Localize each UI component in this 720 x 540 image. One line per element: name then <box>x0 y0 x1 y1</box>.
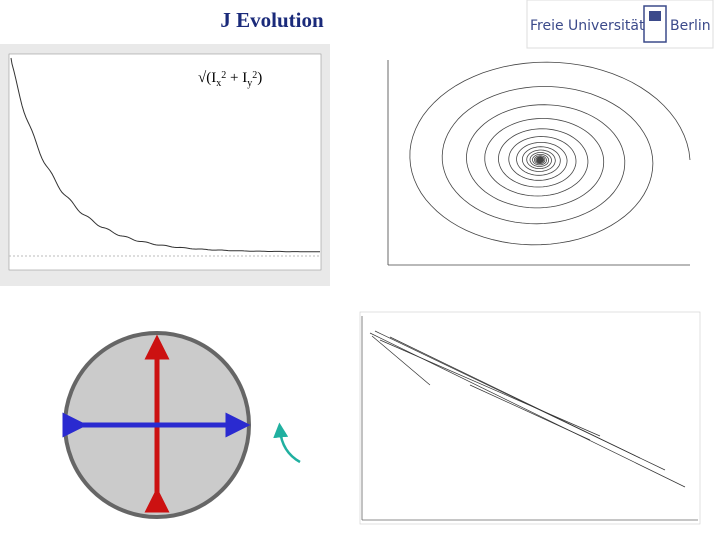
rotation-arrow <box>273 422 301 464</box>
label-part: 2 <box>252 70 257 81</box>
logo-box <box>526 0 714 49</box>
trajectory <box>469 384 591 441</box>
logo-text: Freie Universität <box>530 18 645 34</box>
trajectory <box>371 335 431 386</box>
trajectories <box>369 330 686 488</box>
label-part: y <box>247 78 252 89</box>
plot-label: √(Ix2 + Iy2) <box>198 70 262 89</box>
plot-area <box>359 311 701 525</box>
plot-area <box>8 53 322 271</box>
spiral <box>409 61 691 246</box>
label-part: x <box>216 78 221 89</box>
logo-text: Berlin <box>670 18 711 34</box>
trajectory <box>389 336 641 459</box>
label-part: ) <box>257 70 262 86</box>
logo-seal-mark <box>649 11 661 21</box>
curve <box>10 57 321 253</box>
title: J Evolution <box>220 8 324 32</box>
label-part: √(I <box>198 70 216 86</box>
label-part: 2 <box>221 70 226 81</box>
logo: Freie Universität Berlin <box>526 0 714 49</box>
label-part: + I <box>226 70 247 86</box>
trajectory <box>379 339 601 437</box>
